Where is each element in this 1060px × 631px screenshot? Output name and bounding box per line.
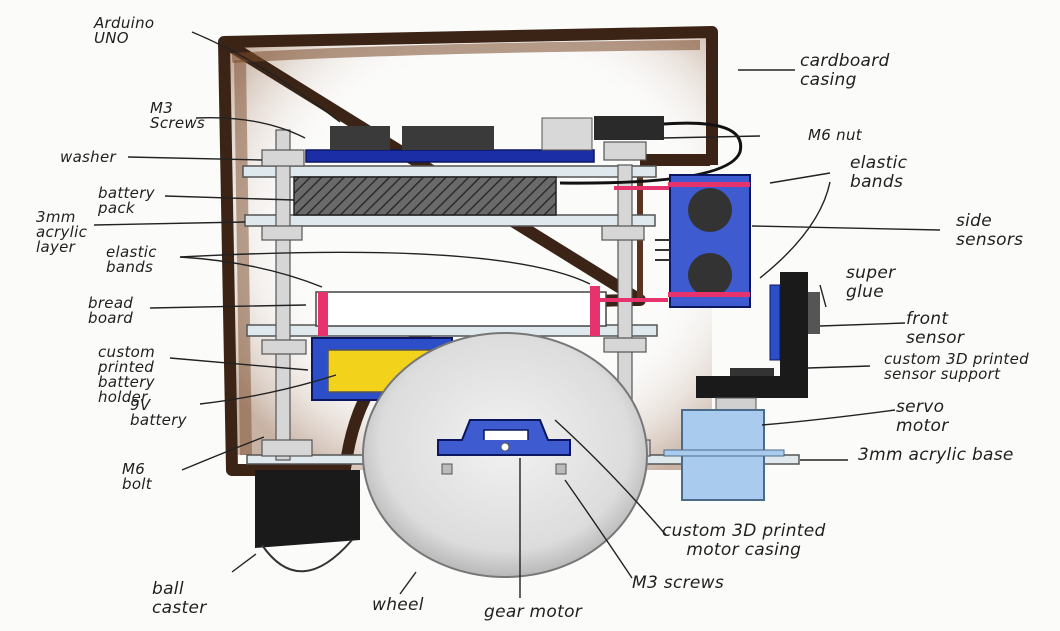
label-servo-motor: servo motor (896, 397, 949, 436)
label-m6-bolt: M6 bolt (122, 460, 152, 493)
label-washer: washer (60, 148, 116, 166)
label-bread-board: bread board (88, 294, 134, 327)
leader-lines (93, 31, 941, 598)
label-m3-screws-top: M3 Screws (150, 99, 206, 132)
servo-motor (663, 397, 785, 501)
label-sensor-support: custom 3D printed sensor support (884, 350, 1029, 383)
label-m3-screws-bottom: M3 screws (632, 573, 724, 593)
battery-pack (293, 176, 557, 216)
label-battery-holder: custom printed battery holder (98, 343, 156, 406)
label-battery-pack: battery pack (98, 184, 155, 217)
label-elastic-bands-left: elastic bands (106, 243, 157, 276)
label-m6-nut: M6 nut (808, 126, 862, 144)
label-motor-casing: custom 3D printed motor casing (662, 521, 826, 560)
side-sensors (655, 174, 751, 308)
label-gear-motor: gear motor (484, 602, 583, 622)
arduino-uno (305, 116, 743, 185)
m6-bolts (261, 129, 651, 461)
label-front-sensor: front sensor (906, 309, 965, 348)
label-super-glue: super glue (846, 263, 896, 302)
label-acrylic-base: 3mm acrylic base (858, 445, 1014, 465)
label-cardboard-casing: cardboard casing (800, 51, 890, 90)
label-wheel: wheel (372, 595, 424, 615)
label-elastic-bands-right: elastic bands (850, 153, 908, 192)
label-ball-caster: ball caster (152, 579, 207, 618)
label-side-sensors: side sensors (956, 211, 1024, 250)
label-arduino: Arduino UNO (94, 14, 155, 47)
ball-caster (255, 470, 360, 573)
bread-board (315, 186, 680, 336)
label-9v-battery: 9V battery (130, 396, 187, 429)
label-acrylic-layer: 3mm acrylic layer (36, 208, 88, 256)
front-sensor-assembly (696, 272, 820, 398)
motor-casing (437, 419, 571, 475)
